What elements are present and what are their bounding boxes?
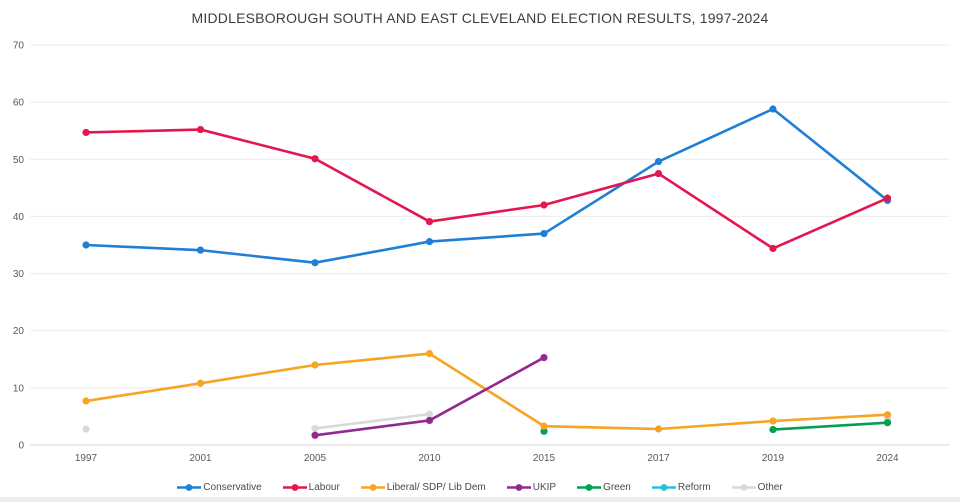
- x-tick-label: 1997: [75, 453, 98, 464]
- x-tick-label: 2024: [876, 453, 899, 464]
- data-point-other-2005: [311, 424, 319, 433]
- data-point-labour-1997: [82, 128, 90, 137]
- y-tick-label: 70: [13, 41, 25, 52]
- data-point-ukip-2015: [540, 353, 548, 362]
- chart-legend: Conservative Labour Liberal/ SDP/ Lib Dem U…: [0, 482, 960, 493]
- legend-label: Conservative: [203, 482, 262, 493]
- legend-label: Labour: [308, 482, 340, 493]
- data-point-labour-2024: [883, 194, 892, 202]
- data-point-labour-2015: [540, 201, 548, 209]
- legend-marker-icon: [177, 484, 202, 491]
- data-point-liberal-sdp-lib-dem-2017: [654, 425, 663, 433]
- legend-item-ukip: UKIP: [506, 482, 557, 493]
- data-point-labour-2019: [769, 244, 777, 253]
- data-point-green-2019: [769, 425, 777, 434]
- chart-title: MIDDLESBOROUGH SOUTH AND EAST CLEVELAND …: [191, 10, 769, 26]
- data-point-liberal-sdp-lib-dem-2010: [425, 349, 434, 358]
- data-point-ukip-2005: [311, 431, 319, 439]
- data-point-conservative-1997: [82, 241, 90, 249]
- y-tick-label: 20: [13, 326, 25, 337]
- series-line-other: [313, 412, 431, 430]
- series-line-liberal-sdp-lib-dem: [84, 352, 889, 431]
- legend-label: UKIP: [532, 482, 557, 493]
- series-line-green: [771, 421, 889, 431]
- data-point-green-2015: [540, 427, 548, 435]
- legend-label: Green: [603, 482, 631, 493]
- data-point-labour-2001: [196, 125, 205, 134]
- legend-marker-icon: [282, 484, 307, 491]
- data-point-liberal-sdp-lib-dem-2015: [540, 422, 548, 430]
- legend-item-reform: Reform: [651, 482, 711, 493]
- legend-marker-icon: [731, 484, 756, 491]
- data-point-conservative-2017: [654, 157, 663, 166]
- data-point-liberal-sdp-lib-dem-2001: [196, 379, 205, 387]
- data-point-labour-2010: [425, 217, 434, 226]
- legend-marker-icon: [506, 484, 531, 491]
- page-bottom-strip: [0, 497, 960, 502]
- data-point-liberal-sdp-lib-dem-2024: [883, 411, 892, 419]
- legend-item-other: Other: [731, 482, 783, 493]
- legend-marker-icon: [651, 484, 676, 491]
- data-point-other-1997: [82, 425, 90, 433]
- data-point-liberal-sdp-lib-dem-1997: [82, 397, 90, 405]
- data-point-conservative-2010: [425, 237, 434, 246]
- data-point-ukip-2010: [425, 416, 434, 425]
- series-line-labour: [84, 128, 889, 250]
- y-tick-label: 60: [13, 98, 25, 109]
- legend-item-liberal-sdp-lib-dem: Liberal/ SDP/ Lib Dem: [360, 482, 486, 493]
- data-point-other-2010: [425, 410, 434, 418]
- data-point-green-2024: [883, 419, 892, 427]
- x-tick-label: 2005: [304, 453, 327, 464]
- data-point-labour-2017: [654, 169, 663, 178]
- y-tick-label: 50: [13, 155, 25, 166]
- y-tick-label: 0: [18, 441, 24, 452]
- y-tick-label: 10: [13, 383, 25, 394]
- y-tick-label: 40: [13, 212, 25, 223]
- x-tick-label: 2017: [647, 453, 670, 464]
- legend-marker-icon: [577, 484, 602, 491]
- legend-item-conservative: Conservative: [177, 482, 262, 493]
- data-point-liberal-sdp-lib-dem-2019: [769, 417, 777, 425]
- legend-label: Liberal/ SDP/ Lib Dem: [386, 482, 486, 493]
- legend-item-green: Green: [577, 482, 631, 493]
- data-point-liberal-sdp-lib-dem-2005: [311, 361, 319, 369]
- legend-item-labour: Labour: [282, 482, 340, 493]
- y-tick-label: 30: [13, 269, 25, 280]
- series-line-conservative: [84, 107, 889, 265]
- data-point-conservative-2001: [196, 246, 205, 254]
- x-tick-label: 2019: [762, 453, 785, 464]
- data-point-conservative-2015: [540, 229, 548, 238]
- x-tick-label: 2015: [533, 453, 556, 464]
- data-point-labour-2005: [311, 155, 319, 163]
- legend-label: Other: [757, 482, 783, 493]
- data-point-conservative-2005: [311, 259, 319, 267]
- legend-label: Reform: [677, 482, 711, 493]
- data-point-conservative-2019: [769, 105, 777, 113]
- legend-marker-icon: [360, 484, 385, 491]
- x-tick-label: 2010: [418, 453, 441, 464]
- x-tick-label: 2001: [189, 453, 212, 464]
